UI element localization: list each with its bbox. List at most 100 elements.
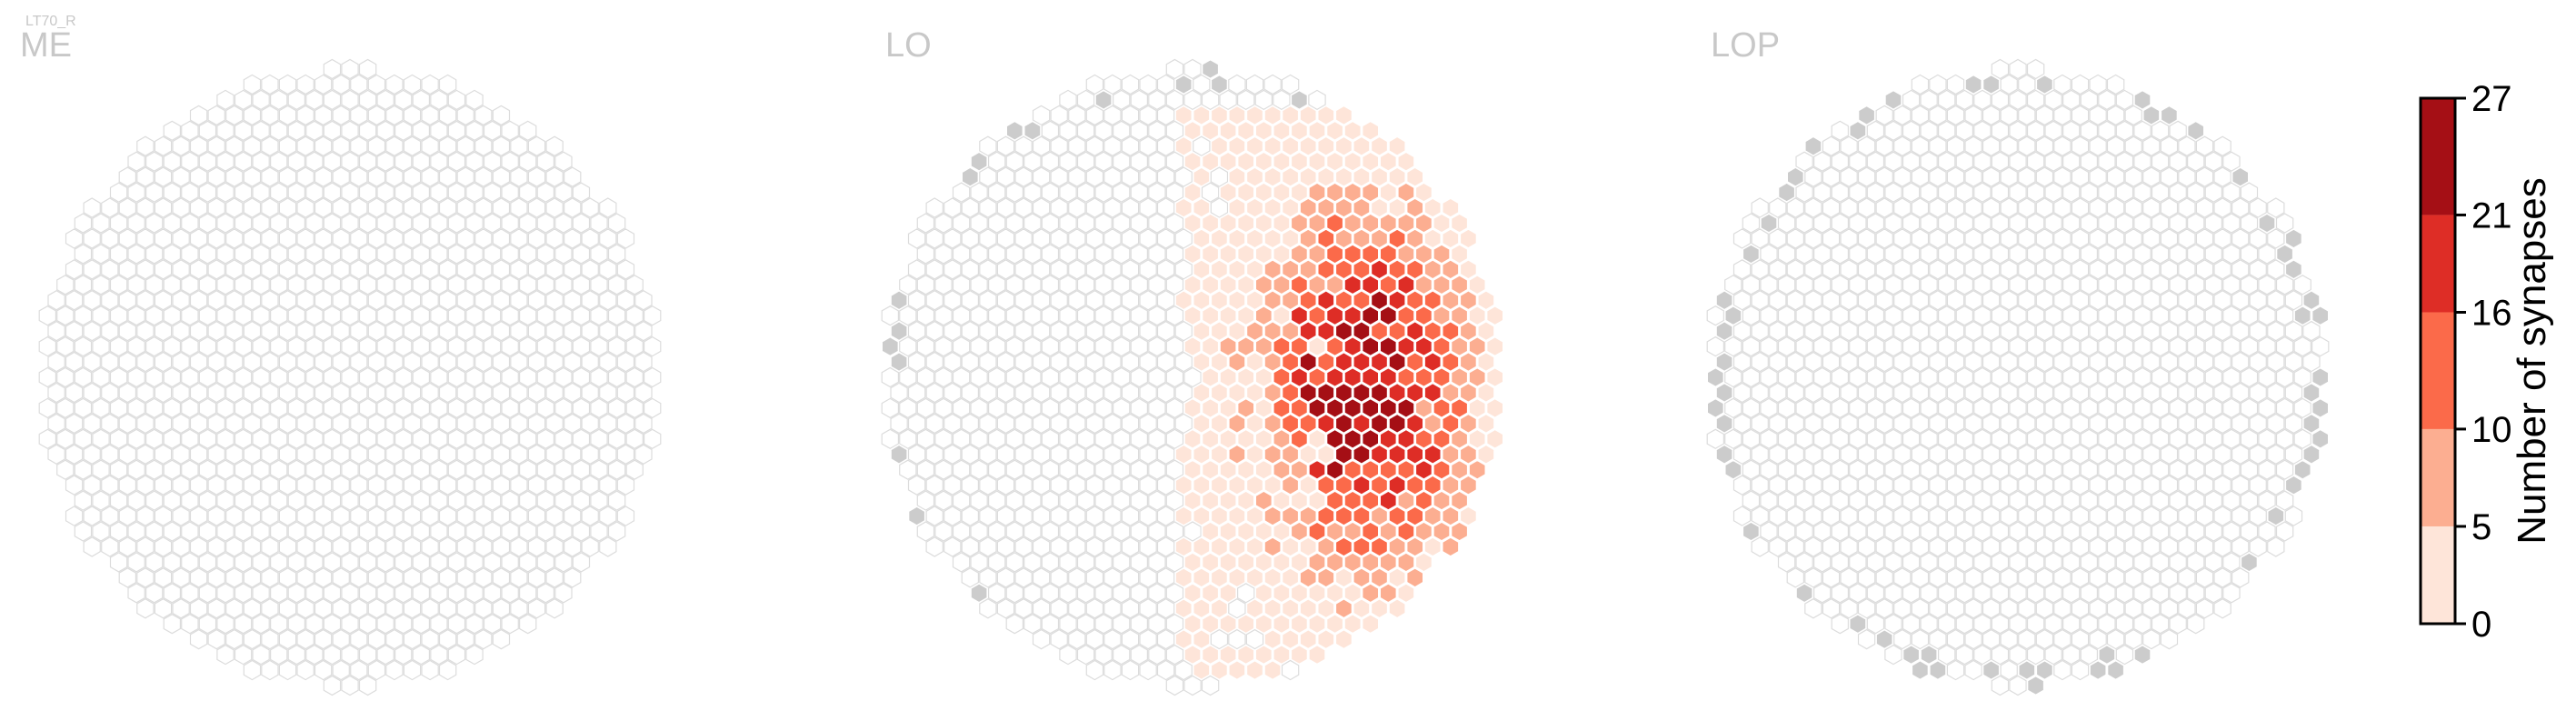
hex-column <box>216 335 235 357</box>
hex-column <box>934 521 953 542</box>
hex-column <box>1459 320 1478 342</box>
hex-column <box>2284 258 2303 280</box>
hex-column <box>2124 228 2142 249</box>
hex-column <box>1273 397 1291 419</box>
hex-column <box>1397 151 1415 173</box>
hex-column <box>1468 459 1487 481</box>
hex-column <box>2071 567 2090 588</box>
hex-column <box>536 552 555 573</box>
hex-column <box>1812 305 1832 326</box>
hex-column <box>510 444 528 465</box>
hex-column <box>1085 166 1104 187</box>
hex-column <box>474 135 493 156</box>
hex-column <box>1485 335 1504 357</box>
hex-column <box>456 228 474 249</box>
hex-column <box>1236 521 1255 542</box>
hex-column <box>979 506 997 526</box>
hex-column <box>1866 397 1885 419</box>
hex-column <box>101 197 119 218</box>
hex-column <box>278 567 297 588</box>
hex-column <box>109 182 128 203</box>
hex-column <box>358 428 377 449</box>
hex-column <box>2098 583 2116 604</box>
hex-column <box>314 659 333 681</box>
hex-column <box>127 397 145 419</box>
hex-column <box>1254 89 1273 111</box>
hex-column <box>1103 628 1122 650</box>
hex-column <box>1405 536 1424 557</box>
hex-column <box>1183 582 1202 604</box>
hex-column <box>1041 366 1060 388</box>
hex-column <box>979 290 997 311</box>
hex-column <box>1263 444 1282 466</box>
hex-column <box>1041 490 1060 511</box>
hex-column <box>1094 459 1113 480</box>
hex-column <box>474 259 493 280</box>
hex-column <box>403 659 422 681</box>
hex-column <box>1281 444 1300 466</box>
hex-column <box>1946 259 1965 280</box>
hex-column <box>2026 335 2045 357</box>
hex-column <box>1174 475 1193 496</box>
hex-column <box>2080 644 2098 666</box>
hex-column <box>1929 506 1947 526</box>
hex-column <box>243 74 262 95</box>
hex-column <box>1795 397 1813 419</box>
hex-column <box>536 151 555 172</box>
hex-column <box>1059 305 1077 326</box>
hex-column <box>1076 151 1095 172</box>
hex-column <box>1353 227 1371 249</box>
hex-column <box>1812 459 1832 480</box>
hex-column <box>243 628 262 650</box>
hex-column <box>1849 583 1867 604</box>
hex-column <box>1121 659 1140 681</box>
hex-column <box>1777 244 1796 265</box>
hex-column <box>1414 397 1433 419</box>
hex-column <box>1290 151 1309 173</box>
hex-column <box>1849 275 1867 295</box>
hex-column <box>2071 74 2090 95</box>
hex-column <box>1183 644 1202 666</box>
hex-column <box>314 382 333 404</box>
hex-column <box>996 536 1015 557</box>
hex-column <box>2240 397 2259 419</box>
hex-column <box>216 120 235 141</box>
hex-column <box>970 521 988 542</box>
hex-column <box>1192 105 1211 126</box>
hex-column <box>2026 58 2045 80</box>
hex-column <box>56 305 75 326</box>
hex-column <box>1192 382 1211 404</box>
hex-column <box>2089 135 2107 156</box>
hex-column <box>1724 275 1742 295</box>
hex-column <box>2089 475 2107 496</box>
hex-column <box>1973 644 1992 666</box>
hex-column <box>2169 521 2187 542</box>
hex-column <box>979 228 997 249</box>
hex-column <box>2115 459 2134 480</box>
hex-column <box>1059 182 1077 203</box>
hex-column <box>2062 428 2081 449</box>
hex-column <box>1281 628 1300 650</box>
hex-column <box>1334 506 1353 527</box>
hex-column <box>2151 335 2170 357</box>
hex-column <box>1076 397 1095 419</box>
hex-column <box>1014 475 1033 496</box>
hex-column <box>1139 506 1157 526</box>
hex-column <box>2160 135 2179 156</box>
hex-column <box>1263 506 1282 527</box>
hex-column <box>1130 305 1149 326</box>
hex-column <box>198 428 217 449</box>
hex-column <box>1875 351 1893 373</box>
hex-column <box>2204 151 2222 172</box>
hex-column <box>1103 74 1122 95</box>
hex-column <box>1946 598 1965 619</box>
hex-column <box>2062 120 2081 141</box>
hex-column <box>1130 552 1149 573</box>
hex-column <box>2258 335 2276 357</box>
hex-column <box>1085 290 1104 311</box>
hex-column <box>1405 227 1424 249</box>
hex-column <box>518 244 537 265</box>
hex-column <box>1023 614 1042 635</box>
hex-column <box>1706 428 1725 449</box>
hex-column <box>1183 58 1202 80</box>
